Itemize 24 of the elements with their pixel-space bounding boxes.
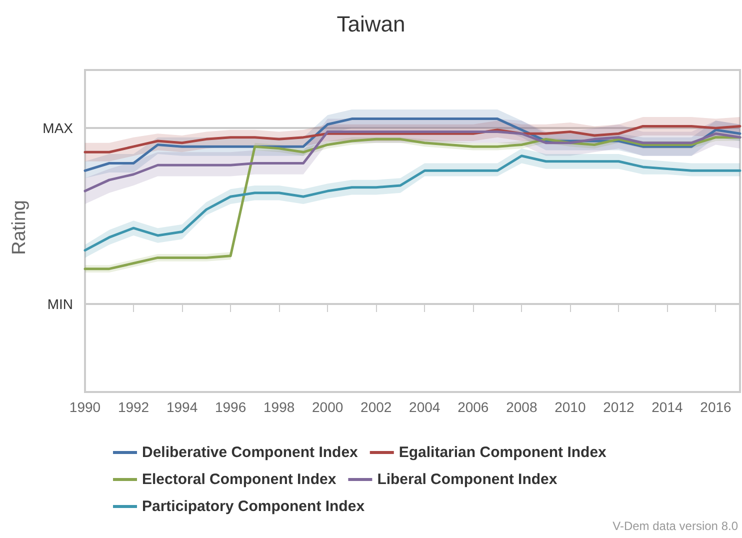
x-tick-label: 2002 xyxy=(360,399,392,415)
legend-label: Liberal Component Index xyxy=(377,471,558,488)
x-tick-label: 1996 xyxy=(214,399,246,415)
x-tick-label: 1992 xyxy=(118,399,150,415)
ref-line-label: MIN xyxy=(47,296,73,312)
x-tick-label: 2008 xyxy=(506,399,538,415)
legend-label: Deliberative Component Index xyxy=(142,444,359,461)
ref-line-label: MAX xyxy=(42,120,74,136)
x-tick-label: 1990 xyxy=(69,399,101,415)
x-tick-label: 1998 xyxy=(263,399,295,415)
x-tick-label: 2014 xyxy=(652,399,684,415)
x-tick-label: 2016 xyxy=(700,399,732,415)
x-tick-label: 2012 xyxy=(603,399,634,415)
text: V-Dem data version 8.0 xyxy=(612,519,738,533)
x-tick-label: 2004 xyxy=(409,399,440,415)
y-axis-title: Rating xyxy=(9,200,30,255)
legend-label: Electoral Component Index xyxy=(142,471,337,488)
chart-title: Taiwan xyxy=(336,12,406,36)
legend-label: Egalitarian Component Index xyxy=(398,444,608,461)
x-tick-label: 2006 xyxy=(458,399,489,415)
x-tick-label: 1994 xyxy=(166,399,198,415)
legend-label: Participatory Component Index xyxy=(142,498,366,515)
x-tick-label: 2010 xyxy=(554,399,586,415)
x-tick-label: 2000 xyxy=(312,399,344,415)
